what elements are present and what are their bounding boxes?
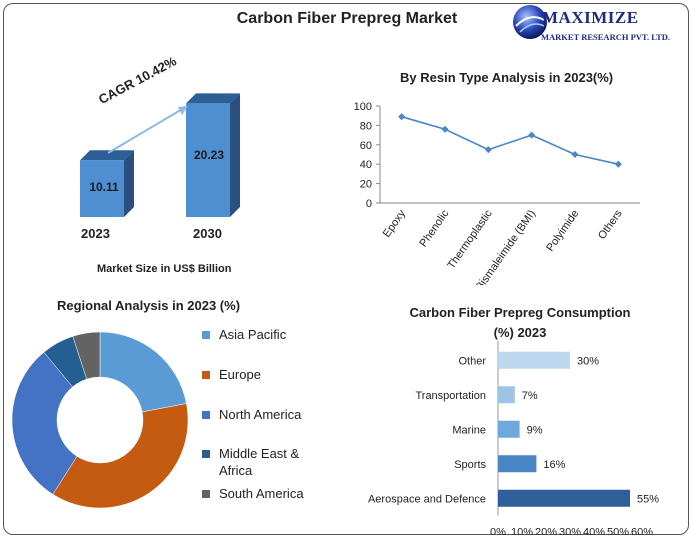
y-tick-label: 40	[360, 159, 372, 171]
hbar-x-tick-label: 40%	[583, 527, 605, 536]
x-tick-label: Others	[596, 207, 625, 241]
resin-point-0	[398, 113, 406, 121]
y-tick-label: 80	[360, 120, 372, 132]
hbar-category-label: Sports	[454, 459, 486, 471]
market-size-chart	[80, 93, 240, 217]
donut-slice-1	[52, 403, 189, 509]
bar-value-2023: 10.11	[89, 180, 119, 194]
x-tick-label: Thermoplastic	[445, 207, 495, 271]
y-tick-label: 0	[366, 198, 372, 210]
bar-2023	[80, 160, 124, 217]
hbar-x-tick-label: 60%	[631, 527, 653, 536]
legend-swatch	[202, 331, 210, 339]
hbar-1	[498, 386, 515, 404]
legend-item: Asia Pacific	[202, 326, 332, 343]
hbar-x-tick-label: 20%	[535, 527, 557, 536]
donut-slice-4	[72, 331, 101, 380]
cagr-arrow-line	[107, 107, 185, 154]
regional-chart-title: Regional Analysis in 2023 (%)	[57, 298, 241, 313]
bar-top-2023	[80, 150, 134, 161]
legend-label: South America	[219, 486, 304, 501]
legend-label: Asia Pacific	[219, 327, 287, 342]
bar-year-2030: 2030	[193, 226, 222, 241]
x-tick-label: Polyimide	[544, 208, 581, 254]
resin-series-line	[401, 115, 619, 165]
hbar-category-label: Marine	[452, 424, 486, 436]
hbar-2	[498, 420, 520, 438]
hbar-category-label: Transportation	[415, 390, 486, 402]
logo-wordmark: MAXIMIZE	[542, 8, 639, 27]
hbar-value-label: 16%	[543, 459, 565, 471]
cagr-arrow-head	[178, 106, 188, 115]
resin-point-5	[614, 160, 622, 168]
legend-swatch	[202, 371, 210, 379]
hbar-value-label: 30%	[577, 355, 599, 367]
resin-point-4	[571, 150, 579, 159]
bar-side-2030	[230, 93, 240, 217]
y-tick-label: 20	[360, 179, 372, 191]
x-tick-label: Epoxy	[381, 207, 409, 239]
y-tick-label: 60	[360, 140, 372, 152]
bar-top-2030	[186, 93, 240, 104]
bar-year-2023: 2023	[81, 226, 110, 241]
bar-value-2030: 20.23	[193, 148, 225, 162]
resin-point-2	[484, 146, 492, 154]
hbar-x-tick-label: 0%	[490, 527, 506, 536]
legend-item: Middle East & Africa	[202, 445, 332, 479]
bar-side-2023	[124, 150, 134, 217]
hbar-category-label: Other	[458, 355, 486, 367]
market-size-caption: Market Size in US$ Billion	[97, 263, 232, 275]
legend-item: North America	[202, 406, 332, 423]
hbar-x-tick-label: 50%	[607, 527, 629, 536]
hbar-3	[498, 455, 537, 473]
regional-donut-chart	[11, 331, 189, 509]
hbar-x-tick-label: 30%	[559, 527, 581, 536]
resin-chart-title: By Resin Type Analysis in 2023(%)	[400, 70, 614, 85]
bar-2030	[186, 103, 230, 217]
legend-swatch	[202, 411, 210, 419]
hbar-0	[498, 351, 570, 369]
chart-frame	[3, 3, 689, 535]
legend-swatch	[202, 450, 210, 458]
y-tick-label: 100	[354, 101, 372, 113]
legend-swatch	[202, 490, 210, 498]
resin-point-1	[441, 125, 449, 133]
hbar-value-label: 55%	[637, 493, 659, 505]
consumption-bar-chart: Other 30% Transportation 7% Marine 9% Sports 16…	[368, 341, 659, 536]
legend-item: South America	[202, 485, 332, 502]
legend-label: Middle East & Africa	[219, 446, 300, 478]
hbar-value-label: 9%	[527, 424, 543, 436]
legend-label: North America	[219, 407, 302, 422]
hbar-category-label: Aerospace and Defence	[368, 493, 486, 505]
resin-point-3	[528, 131, 536, 139]
consumption-chart-title: Carbon Fiber Prepreg Consumption (%) 202…	[409, 305, 631, 340]
logo-tagline: MARKET RESEARCH PVT. LTD.	[541, 32, 671, 42]
legend-item: Europe	[202, 366, 332, 383]
hbar-4	[498, 489, 630, 507]
donut-slice-0	[99, 331, 187, 413]
page-title: Carbon Fiber Prepreg Market	[236, 10, 458, 27]
legend-label: Europe	[219, 367, 261, 382]
hbar-value-label: 7%	[522, 390, 538, 402]
x-tick-label: Phenolic	[417, 207, 451, 249]
donut-slice-2	[11, 351, 78, 495]
hbar-x-tick-label: 10%	[511, 527, 533, 536]
globe-logo-icon	[513, 5, 547, 39]
